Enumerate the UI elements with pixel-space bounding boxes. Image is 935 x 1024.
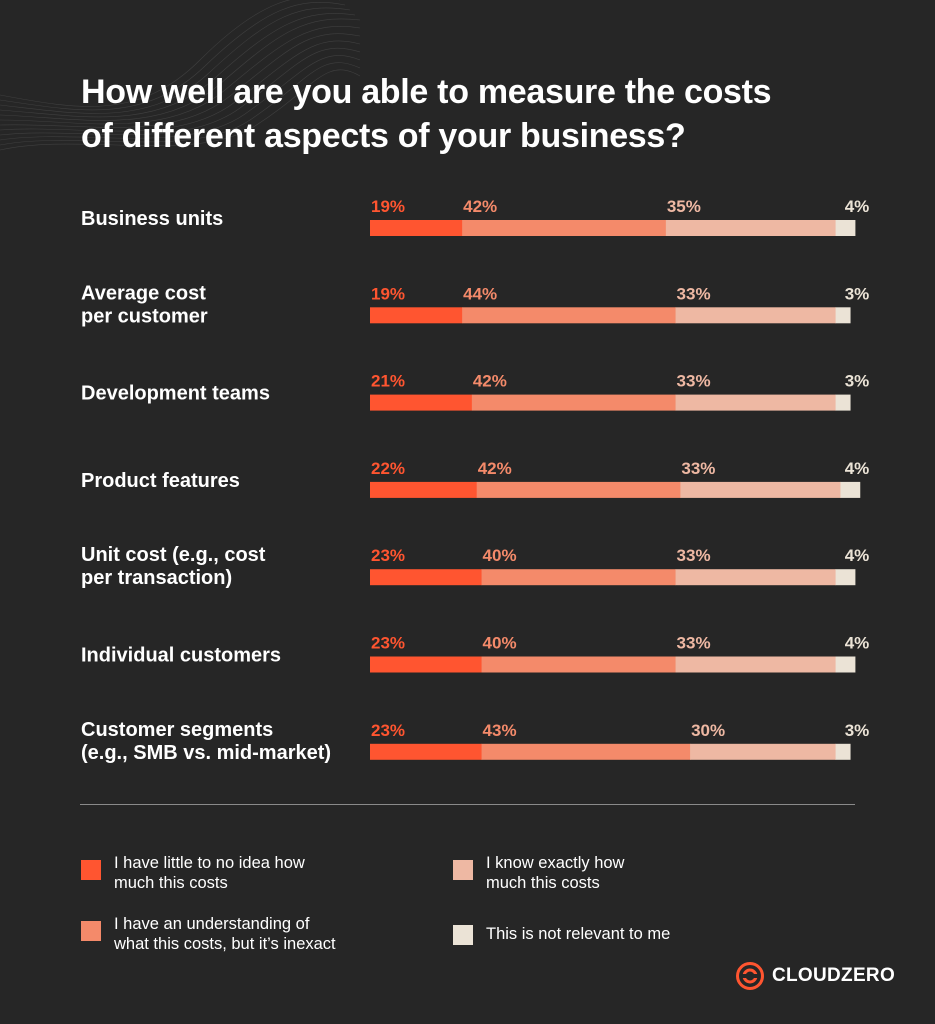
data-label-row7-series2: 43% [483, 721, 517, 740]
brand-name: CLOUDZERO [772, 965, 896, 986]
chart-title: How well are you able to measure the cos… [81, 70, 881, 158]
legend-item-inexact: I have an understanding of what this cos… [81, 914, 374, 954]
data-label-row6-series1: 23% [371, 634, 405, 653]
data-label-row3-series3: 33% [677, 372, 711, 391]
bar-segment-row1-series2 [462, 220, 667, 236]
legend-label: much this costs [486, 874, 600, 892]
category-label-customer-segments: Customer segments (e.g., SMB vs. mid-mark… [81, 719, 331, 764]
category-label-line: Unit cost (e.g., cost [81, 544, 266, 566]
data-label-row6-series3: 33% [677, 634, 711, 653]
bar-segment-row7-series1 [370, 743, 482, 760]
bar-segment-row7-series3 [690, 743, 836, 760]
bar-segment-row5-series3 [675, 569, 836, 586]
bar-segment-row6-series1 [370, 656, 482, 673]
bar-segment-row3-series2 [471, 394, 676, 411]
category-label-line: per transaction) [81, 567, 232, 589]
legend-label: much this costs [114, 874, 228, 892]
data-label-row7-series3: 30% [691, 721, 725, 740]
data-label-row3-series2: 42% [473, 372, 507, 391]
bar-segment-row4-series4 [840, 481, 861, 498]
category-label-line: per customer [81, 305, 208, 327]
data-label-row1-series4: 4% [845, 197, 870, 216]
bar-segment-row2-series2 [462, 307, 676, 324]
bar-segment-row2-series4 [835, 307, 851, 324]
legend-label: what this costs, but it’s inexact [114, 935, 336, 953]
chart-title-line-1: How well are you able to measure the cos… [81, 73, 772, 111]
data-label-row2-series3: 33% [677, 284, 711, 303]
data-label-row2-series4: 3% [845, 284, 870, 303]
category-label-unit-cost-e-g-cost: Unit cost (e.g., cost per transaction) [81, 544, 266, 589]
category-label-product-features: Product features [81, 470, 240, 492]
category-label-line: Product features [81, 470, 240, 492]
data-label-row1-series3: 35% [667, 197, 701, 216]
data-label-row6-series2: 40% [483, 634, 517, 653]
bar-segment-row4-series2 [476, 481, 681, 498]
category-label-line: (e.g., SMB vs. mid-market) [81, 742, 331, 764]
legend-label: I have little to no idea how [114, 854, 305, 872]
legend-item-no-idea: I have little to no idea how much this c… [81, 853, 374, 893]
bar-segment-row7-series2 [481, 743, 691, 760]
legend-swatch-inexact [81, 921, 101, 941]
bar-segment-row6-series4 [835, 656, 856, 673]
bar-segment-row6-series2 [481, 656, 676, 673]
data-label-row6-series4: 4% [845, 634, 870, 653]
legend-swatch-exact [453, 860, 473, 880]
data-label-row1-series2: 42% [463, 197, 497, 216]
legend-divider [80, 804, 855, 805]
bar-segment-row5-series4 [835, 569, 856, 586]
bar-segment-row7-series4 [835, 743, 851, 760]
bar-segment-row4-series3 [680, 481, 841, 498]
category-label-business-units: Business units [81, 208, 223, 230]
bar-segment-row3-series3 [675, 394, 836, 411]
category-label-line: Development teams [81, 383, 270, 405]
data-label-row3-series4: 3% [845, 372, 870, 391]
background-wave-lines [0, 0, 360, 151]
data-label-row4-series2: 42% [478, 459, 512, 478]
category-label-average-cost: Average cost per customer [81, 282, 208, 327]
bar-segment-row2-series1 [370, 307, 463, 324]
category-label-line: Individual customers [81, 645, 281, 667]
legend-item-not-relevant: This is not relevant to me [453, 924, 746, 945]
data-label-row5-series1: 23% [371, 546, 405, 565]
bar-segment-row1-series1 [370, 220, 463, 236]
data-label-row7-series1: 23% [371, 721, 405, 740]
data-label-row5-series3: 33% [677, 546, 711, 565]
legend-item-exact: I know exactly how much this costs [453, 853, 746, 893]
legend-swatch-not-relevant [453, 925, 473, 945]
bar-segment-row1-series3 [665, 220, 836, 236]
data-label-row2-series2: 44% [463, 284, 497, 303]
bar-segment-row3-series4 [835, 394, 851, 411]
bar-segment-row5-series2 [481, 569, 676, 586]
bar-segment-row4-series1 [370, 481, 478, 498]
legend-label: This is not relevant to me [486, 925, 671, 943]
data-label-row2-series1: 19% [371, 284, 405, 303]
cloudzero-logo-icon [736, 962, 764, 990]
data-label-row4-series1: 22% [371, 459, 405, 478]
bar-segment-row2-series3 [675, 307, 836, 324]
data-label-row1-series1: 19% [371, 197, 405, 216]
bar-segment-row5-series1 [370, 569, 482, 586]
category-label-line: Average cost [81, 282, 206, 304]
category-label-development-teams: Development teams [81, 383, 270, 405]
bar-segment-row1-series4 [835, 220, 856, 236]
bar-segment-row6-series3 [675, 656, 836, 673]
legend-label: I have an understanding of [114, 915, 310, 933]
chart-title-line-2: of different aspects of your business? [81, 117, 686, 155]
data-label-row3-series1: 21% [371, 372, 405, 391]
brand-logo: CLOUDZERO [736, 962, 895, 990]
bar-segment-row3-series1 [370, 394, 473, 411]
category-label-individual-customers: Individual customers [81, 645, 281, 667]
legend-label: I know exactly how [486, 854, 625, 872]
category-label-line: Customer segments [81, 719, 273, 741]
data-label-row7-series4: 3% [845, 721, 870, 740]
data-label-row5-series4: 4% [845, 546, 870, 565]
legend-swatch-no-idea [81, 860, 101, 880]
data-label-row4-series3: 33% [681, 459, 715, 478]
data-label-row5-series2: 40% [483, 546, 517, 565]
data-label-row4-series4: 4% [845, 459, 870, 478]
category-label-line: Business units [81, 208, 223, 230]
